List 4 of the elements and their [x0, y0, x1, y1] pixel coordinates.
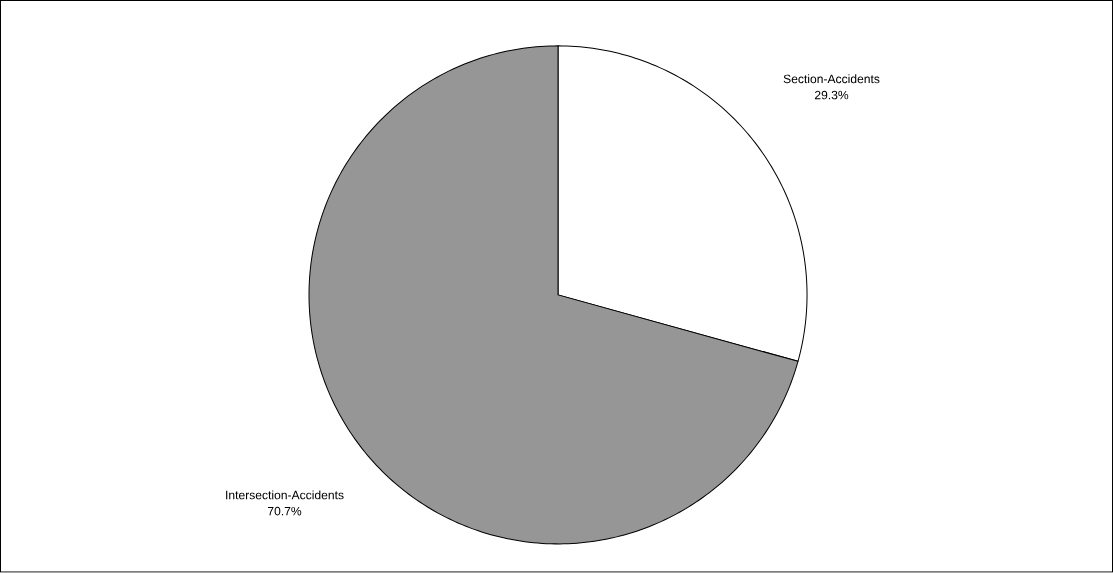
slice-label: Section-Accidents — [783, 74, 880, 84]
data-label: 29.3% — [814, 90, 849, 100]
slice-label: Intersection-Accidents — [226, 490, 344, 500]
data-label: 70.7% — [267, 507, 302, 516]
